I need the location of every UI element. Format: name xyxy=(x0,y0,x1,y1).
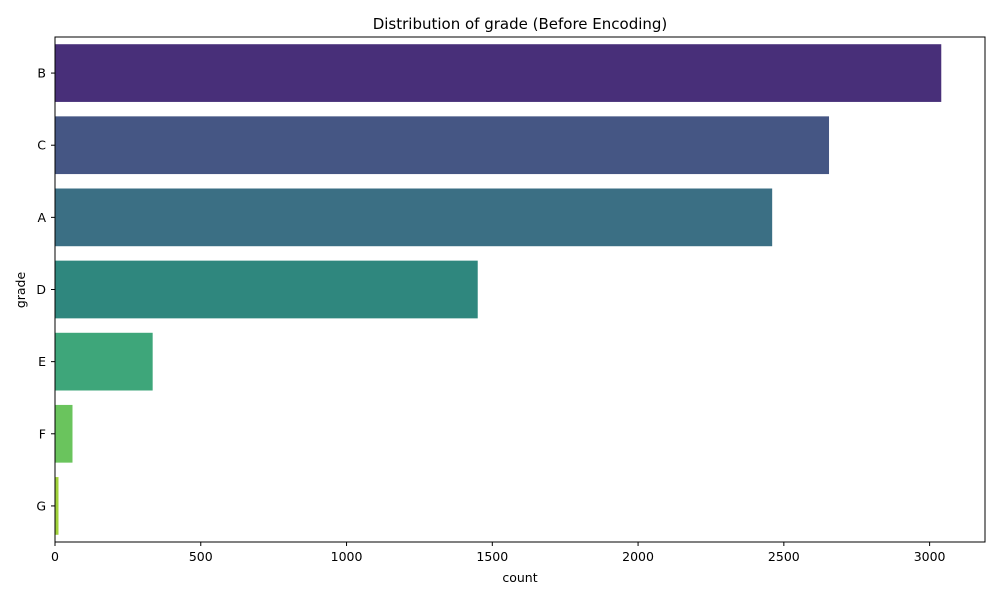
bar-b xyxy=(55,44,942,102)
x-tick-label-2500: 2500 xyxy=(768,549,800,564)
y-tick-label-a: A xyxy=(37,210,46,225)
y-tick-label-d: D xyxy=(36,282,46,297)
bars-layer xyxy=(55,44,942,535)
y-axis-label: grade xyxy=(13,272,28,309)
x-tick-label-3000: 3000 xyxy=(914,549,946,564)
x-tick-label-0: 0 xyxy=(51,549,59,564)
x-tick-label-1000: 1000 xyxy=(331,549,363,564)
x-tick-label-500: 500 xyxy=(189,549,213,564)
bar-c xyxy=(55,116,830,175)
bar-d xyxy=(55,260,478,319)
y-ticks: B C A D E F G xyxy=(36,66,55,513)
y-tick-label-f: F xyxy=(39,426,46,441)
y-tick-label-g: G xyxy=(36,498,46,513)
x-ticks: 0 500 1000 1500 2000 2500 3000 xyxy=(51,542,946,564)
y-tick-label-c: C xyxy=(37,138,46,153)
bar-e xyxy=(55,332,153,391)
y-tick-label-e: E xyxy=(38,354,46,369)
bar-a xyxy=(55,188,773,247)
bar-f xyxy=(55,404,73,463)
chart-title: Distribution of grade (Before Encoding) xyxy=(373,15,668,33)
plot-frame xyxy=(54,36,986,543)
x-tick-label-2000: 2000 xyxy=(622,549,654,564)
bar-g xyxy=(55,477,59,535)
y-tick-label-b: B xyxy=(37,66,46,81)
x-tick-label-1500: 1500 xyxy=(476,549,508,564)
x-axis-label: count xyxy=(502,570,537,585)
